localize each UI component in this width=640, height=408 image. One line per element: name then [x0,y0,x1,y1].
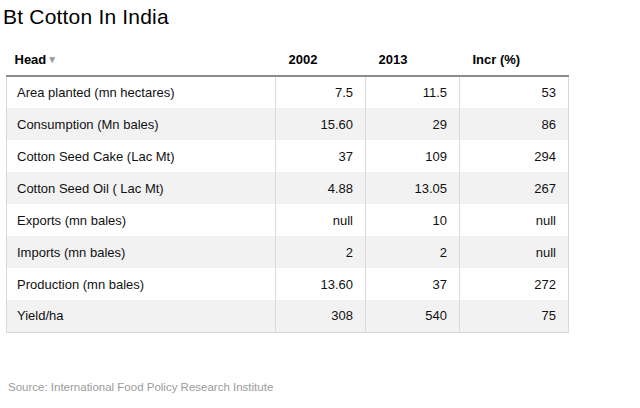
value-cell-2002: null [276,204,366,236]
value-cell-2013: 2 [366,236,460,268]
value-cell-incr: 53 [460,76,569,108]
value-cell-incr: 272 [460,268,569,300]
row-label-cell: Area planted (mn hectares) [7,76,276,108]
sort-descending-icon: ▼ [47,54,57,65]
table-row: Consumption (Mn bales) 15.60 29 86 [7,108,569,140]
table-row: Cotton Seed Cake (Lac Mt) 37 109 294 [7,140,569,172]
table-row: Yield/ha 308 540 75 [7,300,569,332]
value-cell-2013: 10 [366,204,460,236]
value-cell-2002: 13.60 [276,268,366,300]
column-header-incr[interactable]: Incr (%) [460,50,569,76]
row-label-cell: Exports (mn bales) [7,204,276,236]
value-cell-incr: 75 [460,300,569,332]
value-cell-2013: 29 [366,108,460,140]
value-cell-2002: 37 [276,140,366,172]
row-label-cell: Yield/ha [7,300,276,332]
value-cell-2002: 4.88 [276,172,366,204]
value-cell-2013: 11.5 [366,76,460,108]
row-label-cell: Consumption (Mn bales) [7,108,276,140]
value-cell-incr: 294 [460,140,569,172]
value-cell-incr: 86 [460,108,569,140]
table-row: Cotton Seed Oil ( Lac Mt) 4.88 13.05 267 [7,172,569,204]
row-label-cell: Cotton Seed Oil ( Lac Mt) [7,172,276,204]
value-cell-incr: null [460,204,569,236]
value-cell-2002: 308 [276,300,366,332]
value-cell-2013: 540 [366,300,460,332]
value-cell-2002: 15.60 [276,108,366,140]
page: Bt Cotton In India Head▼ 2002 2013 Incr … [0,0,640,408]
data-table: Head▼ 2002 2013 Incr (%) Area planted (m… [6,50,569,333]
table-row: Area planted (mn hectares) 7.5 11.5 53 [7,76,569,108]
value-cell-incr: null [460,236,569,268]
column-header-head[interactable]: Head▼ [7,50,276,76]
row-label-cell: Imports (mn bales) [7,236,276,268]
value-cell-2013: 109 [366,140,460,172]
row-label-cell: Cotton Seed Cake (Lac Mt) [7,140,276,172]
column-header-head-label: Head [15,52,47,67]
column-header-2002[interactable]: 2002 [276,50,366,76]
value-cell-2002: 7.5 [276,76,366,108]
header-row: Head▼ 2002 2013 Incr (%) [7,50,569,76]
page-title: Bt Cotton In India [3,4,640,30]
value-cell-2013: 37 [366,268,460,300]
value-cell-incr: 267 [460,172,569,204]
value-cell-2013: 13.05 [366,172,460,204]
row-label-cell: Production (mn bales) [7,268,276,300]
source-attribution: Source: International Food Policy Resear… [8,381,640,394]
table-row: Exports (mn bales) null 10 null [7,204,569,236]
table-row: Production (mn bales) 13.60 37 272 [7,268,569,300]
value-cell-2002: 2 [276,236,366,268]
table-row: Imports (mn bales) 2 2 null [7,236,569,268]
column-header-2013[interactable]: 2013 [366,50,460,76]
